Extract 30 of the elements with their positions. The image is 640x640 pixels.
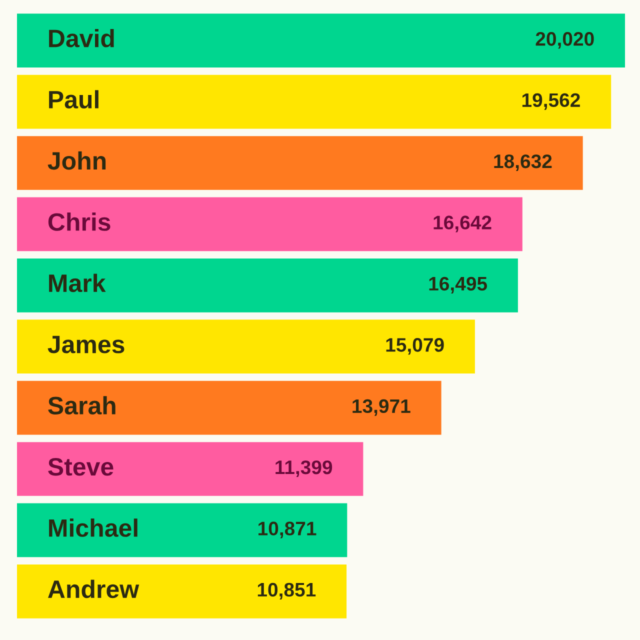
y-tick-label: Sarah bbox=[48, 396, 116, 415]
bar bbox=[17, 320, 475, 374]
y-tick-label: James bbox=[48, 336, 124, 354]
y-tick-label: Michael bbox=[49, 518, 138, 537]
data-label: 19,562 bbox=[522, 93, 580, 110]
y-tick-label: Steve bbox=[48, 458, 114, 476]
data-label: 13,971 bbox=[352, 399, 410, 416]
bar bbox=[17, 564, 347, 618]
bar bbox=[17, 197, 522, 252]
y-tick-label: Mark bbox=[49, 274, 106, 292]
y-tick-label: Andrew bbox=[48, 580, 140, 598]
bar bbox=[17, 442, 364, 496]
bar bbox=[17, 14, 625, 68]
bar bbox=[17, 74, 612, 129]
data-label: 16,642 bbox=[434, 216, 492, 232]
data-label: 18,632 bbox=[494, 154, 552, 172]
data-label: 10,851 bbox=[258, 582, 316, 600]
bar bbox=[17, 503, 348, 558]
y-tick-label: John bbox=[48, 151, 106, 170]
bar bbox=[17, 258, 518, 312]
data-label: 15,079 bbox=[386, 338, 444, 355]
data-label: 11,399 bbox=[276, 460, 332, 478]
data-label: 16,495 bbox=[429, 276, 488, 294]
y-tick-label: Chris bbox=[48, 212, 110, 231]
data-label: 20,020 bbox=[536, 32, 594, 49]
data-label: 10,871 bbox=[258, 522, 316, 538]
bar bbox=[17, 380, 442, 435]
y-tick-label: Paul bbox=[49, 90, 98, 109]
y-tick-label: David bbox=[49, 28, 114, 48]
bar bbox=[17, 136, 583, 190]
